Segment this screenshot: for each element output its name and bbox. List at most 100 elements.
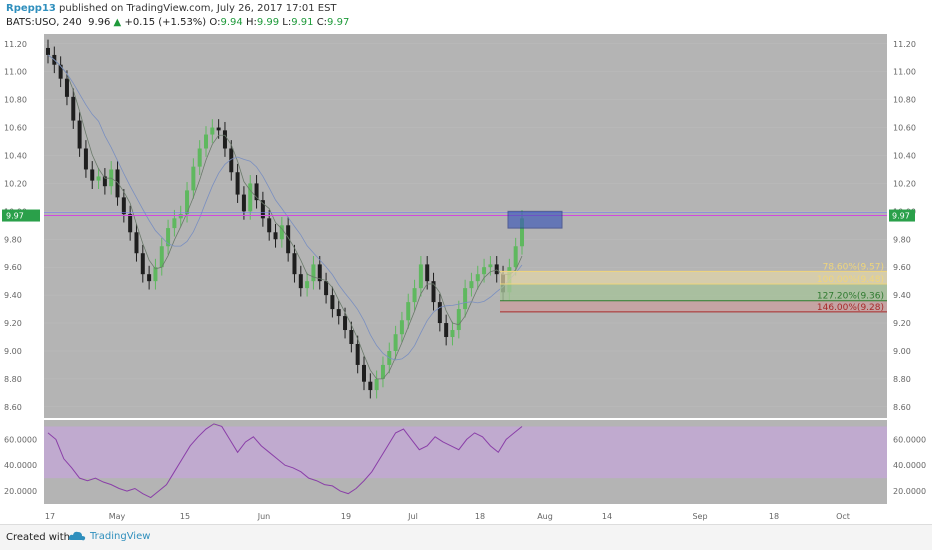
close-value: 9.97 xyxy=(327,17,350,28)
candle-down xyxy=(286,225,291,254)
price-tick-right: 11.20 xyxy=(893,40,916,49)
price-tick-right: 10.80 xyxy=(893,96,916,105)
candle-down xyxy=(77,120,82,149)
chart-header: Rpepp13 published on TradingView.com, Ju… xyxy=(0,0,932,34)
candle-down xyxy=(121,197,126,215)
candle-up xyxy=(475,274,480,282)
candle-up xyxy=(488,264,493,268)
candle-down xyxy=(343,316,348,331)
candle-up xyxy=(463,288,468,310)
x-axis-tick: 14 xyxy=(602,512,612,521)
rsi-line xyxy=(47,423,523,499)
candle-up xyxy=(374,378,379,391)
x-axis-tick: Jun xyxy=(257,512,271,521)
candle-down xyxy=(222,130,227,149)
candle-down xyxy=(216,127,221,131)
x-axis-tick: Aug xyxy=(537,512,553,521)
candle-down xyxy=(425,264,430,282)
x-axis-tick: May xyxy=(109,512,126,521)
candle-up xyxy=(191,166,196,191)
candle-down xyxy=(355,343,360,365)
candle-up xyxy=(399,320,404,335)
chart-svg[interactable]: 11.20 11.20 11.00 11.00 10.80 10.80 10.60 10.60… xyxy=(0,34,932,524)
fib-level-label: 146.00%(9.28) xyxy=(817,303,884,313)
candle-down xyxy=(362,364,366,382)
low-value: 9.91 xyxy=(291,17,314,28)
candle-up xyxy=(248,183,253,212)
cloud-icon xyxy=(68,531,86,541)
last-price: 9.96 xyxy=(88,17,111,28)
price-tick-left: 9.60 xyxy=(4,263,22,272)
price-tick-left: 9.00 xyxy=(4,347,22,356)
target-box xyxy=(507,210,563,229)
price-tick-right: 9.60 xyxy=(893,263,911,272)
x-axis-tick: Oct xyxy=(836,512,850,521)
rsi-tick-right: 60.0000 xyxy=(893,435,926,444)
candle-up xyxy=(311,264,316,282)
price-tick-right: 8.60 xyxy=(893,403,911,412)
candle-down xyxy=(58,64,63,79)
candle-up xyxy=(204,134,208,149)
price-badge-right xyxy=(889,209,915,222)
candle-up xyxy=(456,309,461,331)
tradingview-logo[interactable]: TradingView xyxy=(68,530,150,542)
close-label: C: xyxy=(316,17,328,28)
low-label: L: xyxy=(282,17,292,28)
x-axis-tick: Jul xyxy=(407,512,418,521)
price-badge-right-text: 9.97 xyxy=(892,212,910,221)
publish-info: Rpepp13 published on TradingView.com, Ju… xyxy=(6,3,337,14)
fib-zone-red xyxy=(500,300,887,312)
fib-level-label: 127.20%(9.36) xyxy=(817,292,884,302)
candle-up xyxy=(469,281,474,289)
price-tick-right: 10.60 xyxy=(893,124,916,133)
candle-up xyxy=(380,364,385,379)
candle-up xyxy=(520,218,524,247)
price-tick-left: 10.20 xyxy=(4,179,27,188)
candle-down xyxy=(102,176,107,187)
price-tick-right: 9.40 xyxy=(893,291,911,300)
candle-down xyxy=(324,281,329,296)
price-tick-left: 8.60 xyxy=(4,403,22,412)
candle-up xyxy=(166,228,171,247)
ma-slow-line xyxy=(47,54,523,361)
open-value: 9.94 xyxy=(220,17,243,28)
candle-down xyxy=(260,200,265,219)
rsi-tick-left: 20.0000 xyxy=(4,487,37,496)
price-tick-right: 10.40 xyxy=(893,151,916,160)
price-panel xyxy=(44,34,887,418)
price-tick-left: 10.40 xyxy=(4,151,27,160)
candle-down xyxy=(90,169,95,181)
price-badge-left xyxy=(2,209,40,222)
candle-up xyxy=(406,302,411,321)
price-tick-right: 9.80 xyxy=(893,235,911,244)
high-label: H: xyxy=(245,17,257,28)
fib-zone-green xyxy=(500,283,887,301)
candle-down xyxy=(273,232,278,240)
high-value: 9.99 xyxy=(256,17,280,28)
candle-down xyxy=(336,309,341,317)
candle-up xyxy=(197,148,202,167)
price-tick-right: 11.00 xyxy=(893,68,916,77)
open-label: O: xyxy=(209,17,221,28)
candle-down xyxy=(349,330,354,344)
x-axis-tick: 19 xyxy=(341,512,351,521)
publish-text: published on TradingView.com, July 26, 2… xyxy=(55,3,337,14)
price-tick-left: 9.40 xyxy=(4,291,22,300)
price-tick-right: 9.00 xyxy=(893,347,911,356)
price-tick-left: 9.20 xyxy=(4,319,22,328)
rsi-band xyxy=(44,426,887,479)
author-link[interactable]: Rpepp13 xyxy=(6,3,56,14)
rsi-tick-right: 40.0000 xyxy=(893,461,926,470)
candle-up xyxy=(96,176,101,181)
created-with-text: Created with xyxy=(6,532,70,543)
price-tick-left: 8.80 xyxy=(4,375,22,384)
candle-up xyxy=(412,288,417,303)
candle-down xyxy=(292,253,297,275)
rsi-tick-left: 40.0000 xyxy=(4,461,37,470)
rsi-tick-left: 60.0000 xyxy=(4,435,37,444)
chart-area[interactable]: 11.20 11.20 11.00 11.00 10.80 10.80 10.60 10.60… xyxy=(0,34,932,524)
candle-up xyxy=(513,246,518,268)
candle-down xyxy=(134,232,139,254)
x-axis-tick: 17 xyxy=(45,512,55,521)
candle-up xyxy=(450,330,455,338)
